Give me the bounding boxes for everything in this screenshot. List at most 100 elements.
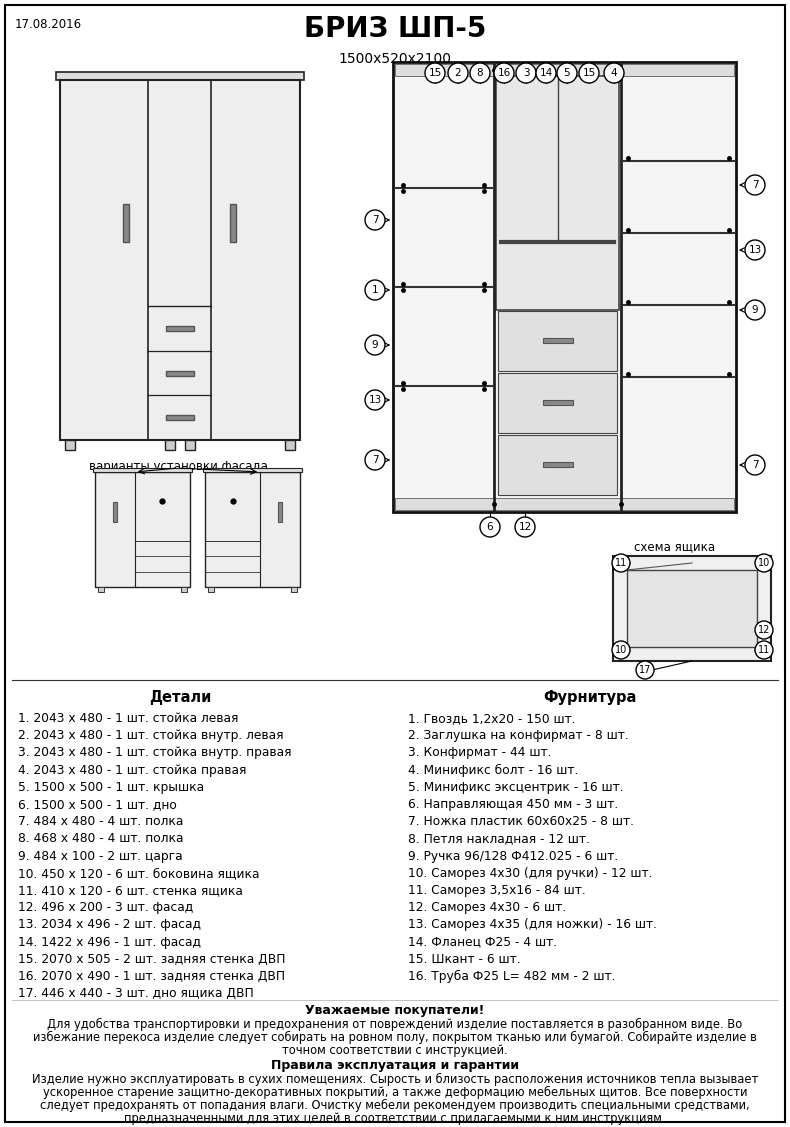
Text: 1: 1 [371,285,378,295]
Bar [98,587,104,592]
Text: 12: 12 [518,522,532,532]
Circle shape [448,63,468,83]
Text: предназначенными для этих целей в соответствии с прилагаемыми к ним инструкциям.: предназначенными для этих целей в соотве… [124,1112,666,1126]
Text: 14. 1422 х 496 - 1 шт. фасад: 14. 1422 х 496 - 1 шт. фасад [18,935,201,949]
Text: 8. Петля накладная - 12 шт.: 8. Петля накладная - 12 шт. [408,833,590,845]
Circle shape [536,63,556,83]
Text: 7. Ножка пластик 60х60х25 - 8 шт.: 7. Ножка пластик 60х60х25 - 8 шт. [408,815,634,828]
Text: БРИЗ ШП-5: БРИЗ ШП-5 [304,15,486,43]
Circle shape [480,517,500,536]
Text: избежание перекоса изделие следует собирать на ровном полу, покрытом тканью или : избежание перекоса изделие следует собир… [33,1031,757,1045]
Text: 2. 2043 х 480 - 1 шт. стойка внутр. левая: 2. 2043 х 480 - 1 шт. стойка внутр. лева… [18,729,284,743]
Circle shape [557,63,577,83]
Bar [95,472,190,587]
Text: Правила эксплуатация и гарантии: Правила эксплуатация и гарантии [271,1059,519,1073]
Text: 1500х520х2100: 1500х520х2100 [338,52,452,66]
Text: 11. Саморез 3,5х16 - 84 шт.: 11. Саморез 3,5х16 - 84 шт. [408,884,585,897]
Text: 7: 7 [371,215,378,225]
Bar [60,80,300,440]
Text: 3. 2043 х 480 - 1 шт. стойка внутр. правая: 3. 2043 х 480 - 1 шт. стойка внутр. прав… [18,746,292,760]
Text: 6. 1500 х 500 - 1 шт. дно: 6. 1500 х 500 - 1 шт. дно [18,798,177,811]
Text: Для удобства транспортировки и предохранения от повреждений изделие поставляется: Для удобства транспортировки и предохран… [47,1019,743,1031]
Bar [93,468,192,472]
Text: 14: 14 [540,68,553,78]
Bar [393,62,736,512]
Circle shape [745,240,765,260]
Text: 10: 10 [615,645,627,655]
Text: 13: 13 [748,245,762,255]
Text: 15: 15 [582,68,596,78]
Text: 15. 2070 х 505 - 2 шт. задняя стенка ДВП: 15. 2070 х 505 - 2 шт. задняя стенка ДВП [18,952,285,966]
Bar [185,440,195,450]
Bar [627,570,757,647]
Circle shape [365,210,385,230]
Circle shape [516,63,536,83]
Text: 15: 15 [428,68,442,78]
Circle shape [604,63,624,83]
Text: 16. Труба Ф25 L= 482 мм - 2 шт.: 16. Труба Ф25 L= 482 мм - 2 шт. [408,970,615,983]
Bar [395,498,734,511]
Text: 16. 2070 х 490 - 1 шт. задняя стенка ДВП: 16. 2070 х 490 - 1 шт. задняя стенка ДВП [18,970,285,983]
Text: Детали: Детали [149,690,211,706]
Bar [65,440,75,450]
Bar [208,587,214,592]
Text: 16: 16 [498,68,510,78]
Bar [291,587,297,592]
Circle shape [755,621,773,639]
Bar [543,400,573,405]
Circle shape [612,554,630,573]
Text: 11: 11 [615,558,627,568]
Text: 12. Саморез 4х30 - 6 шт.: 12. Саморез 4х30 - 6 шт. [408,902,566,914]
Text: 15. Шкант - 6 шт.: 15. Шкант - 6 шт. [408,952,521,966]
Bar [278,503,282,522]
Bar [60,80,300,440]
Circle shape [745,455,765,474]
Circle shape [636,662,654,678]
Circle shape [494,63,514,83]
Bar [543,338,573,343]
Bar [181,587,187,592]
Text: 4. Минификс болт - 16 шт.: 4. Минификс болт - 16 шт. [408,764,578,777]
Circle shape [755,641,773,659]
Bar [165,415,194,420]
Circle shape [425,63,445,83]
Text: точном соответствии с инструкцией.: точном соответствии с инструкцией. [282,1045,508,1057]
Bar [56,72,304,80]
Bar [95,472,190,587]
Bar [498,435,617,495]
Circle shape [365,335,385,355]
Text: 3. Конфирмат - 44 шт.: 3. Конфирмат - 44 шт. [408,746,551,760]
Bar [165,326,194,331]
Text: 10. Саморез 4х30 (для ручки) - 12 шт.: 10. Саморез 4х30 (для ручки) - 12 шт. [408,867,653,880]
Text: 9: 9 [371,340,378,350]
Text: 13. 2034 х 496 - 2 шт. фасад: 13. 2034 х 496 - 2 шт. фасад [18,919,201,931]
Text: ускоренное старение защитно-декоративных покрытий, а также деформацию мебельных : ускоренное старение защитно-декоративных… [43,1086,747,1100]
Text: варианты установки фасада: варианты установки фасада [88,460,268,473]
Text: 10: 10 [758,558,770,568]
Text: 4: 4 [611,68,617,78]
Text: 2: 2 [455,68,461,78]
Circle shape [755,554,773,573]
Bar [165,371,194,375]
Text: 13. Саморез 4х35 (для ножки) - 16 шт.: 13. Саморез 4х35 (для ножки) - 16 шт. [408,919,657,931]
Bar [285,440,295,450]
Text: 6. Направляющая 450 мм - 3 шт.: 6. Направляющая 450 мм - 3 шт. [408,798,619,811]
Text: 13: 13 [368,394,382,405]
Circle shape [745,175,765,195]
Text: 1. Гвоздь 1,2х20 - 150 шт.: 1. Гвоздь 1,2х20 - 150 шт. [408,712,576,725]
Text: 11. 410 х 120 - 6 шт. стенка ящика: 11. 410 х 120 - 6 шт. стенка ящика [18,884,243,897]
Text: Изделие нужно эксплуатировать в сухих помещениях. Сырость и близость расположени: Изделие нужно эксплуатировать в сухих по… [32,1073,758,1086]
Text: 3: 3 [523,68,529,78]
Text: 12. 496 х 200 - 3 шт. фасад: 12. 496 х 200 - 3 шт. фасад [18,902,194,914]
Text: 17: 17 [639,665,651,675]
Bar [543,462,573,467]
Text: 14. Фланец Ф25 - 4 шт.: 14. Фланец Ф25 - 4 шт. [408,935,557,949]
Bar [496,76,619,310]
Text: 1. 2043 х 480 - 1 шт. стойка левая: 1. 2043 х 480 - 1 шт. стойка левая [18,712,239,725]
Circle shape [470,63,490,83]
Text: 5: 5 [564,68,570,78]
Circle shape [365,450,385,470]
Text: 10. 450 х 120 - 6 шт. боковина ящика: 10. 450 х 120 - 6 шт. боковина ящика [18,867,259,880]
Bar [113,503,117,522]
Text: 8: 8 [476,68,483,78]
